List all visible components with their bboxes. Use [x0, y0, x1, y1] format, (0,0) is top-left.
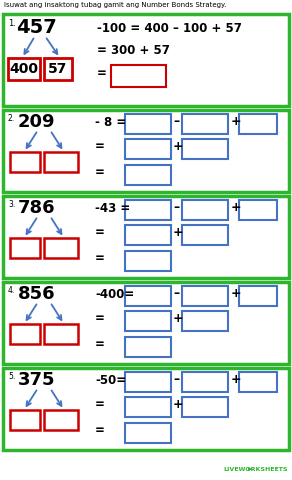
Text: -43 =: -43 =: [95, 202, 130, 215]
Text: +: +: [231, 115, 241, 128]
Bar: [44, 410, 78, 430]
Text: ►: ►: [248, 466, 253, 472]
Text: +: +: [231, 201, 241, 214]
Bar: [182, 372, 228, 392]
Text: +: +: [173, 140, 184, 153]
Text: –: –: [173, 201, 179, 214]
Bar: [239, 200, 277, 220]
Text: 57: 57: [48, 62, 68, 76]
Bar: [182, 114, 228, 134]
Bar: [125, 251, 171, 271]
Text: –: –: [173, 115, 179, 128]
Text: =: =: [95, 338, 105, 351]
Text: +: +: [173, 398, 184, 411]
Bar: [44, 58, 72, 80]
Text: =: =: [95, 252, 105, 265]
Text: 209: 209: [18, 113, 55, 131]
Bar: [3, 368, 289, 450]
Bar: [125, 165, 171, 185]
Bar: [125, 423, 171, 443]
Bar: [10, 152, 40, 172]
Text: =: =: [95, 424, 105, 437]
Text: -400=: -400=: [95, 288, 134, 301]
Bar: [125, 397, 171, 417]
Text: –: –: [173, 287, 179, 300]
Bar: [125, 114, 171, 134]
Text: –: –: [173, 373, 179, 386]
Text: +: +: [231, 373, 241, 386]
Text: 457: 457: [16, 18, 57, 37]
Text: =: =: [97, 67, 107, 80]
Text: = 300 + 57: = 300 + 57: [97, 44, 170, 57]
Bar: [3, 14, 289, 106]
Text: 2.: 2.: [8, 114, 15, 123]
Bar: [182, 397, 228, 417]
Text: 5.: 5.: [8, 372, 15, 381]
Text: 1.: 1.: [8, 19, 16, 28]
Text: =: =: [95, 166, 105, 179]
Bar: [125, 139, 171, 159]
Text: 856: 856: [18, 285, 55, 303]
Bar: [111, 65, 166, 87]
Bar: [239, 286, 277, 306]
Bar: [44, 152, 78, 172]
Bar: [10, 410, 40, 430]
Text: =: =: [95, 226, 105, 239]
Text: -100 = 400 – 100 + 57: -100 = 400 – 100 + 57: [97, 22, 242, 35]
Bar: [125, 337, 171, 357]
Bar: [10, 238, 40, 258]
Bar: [10, 324, 40, 344]
Text: 400: 400: [10, 62, 39, 76]
Text: 4.: 4.: [8, 286, 15, 295]
Text: +: +: [231, 287, 241, 300]
Text: =: =: [95, 398, 105, 411]
Bar: [182, 286, 228, 306]
Text: Isuwat ang insaktong tubag gamit ang Number Bonds Strategy.: Isuwat ang insaktong tubag gamit ang Num…: [4, 2, 226, 8]
Text: +: +: [173, 312, 184, 325]
Text: 786: 786: [18, 199, 55, 217]
Bar: [125, 286, 171, 306]
Text: 375: 375: [18, 371, 55, 389]
Bar: [44, 238, 78, 258]
Text: +: +: [173, 226, 184, 239]
Bar: [239, 114, 277, 134]
Bar: [182, 200, 228, 220]
Bar: [182, 311, 228, 331]
Text: - 8 =: - 8 =: [95, 116, 126, 129]
Text: -50=: -50=: [95, 374, 126, 387]
Bar: [182, 139, 228, 159]
Bar: [3, 110, 289, 192]
Bar: [8, 58, 40, 80]
Bar: [3, 196, 289, 278]
Bar: [182, 225, 228, 245]
Text: LIVEWORKSHEETS: LIVEWORKSHEETS: [223, 467, 288, 472]
Text: =: =: [95, 312, 105, 325]
Text: 3.: 3.: [8, 200, 15, 209]
Bar: [44, 324, 78, 344]
Bar: [239, 372, 277, 392]
Bar: [125, 225, 171, 245]
Bar: [3, 282, 289, 364]
Bar: [125, 311, 171, 331]
Bar: [125, 200, 171, 220]
Bar: [125, 372, 171, 392]
Text: =: =: [95, 140, 105, 153]
